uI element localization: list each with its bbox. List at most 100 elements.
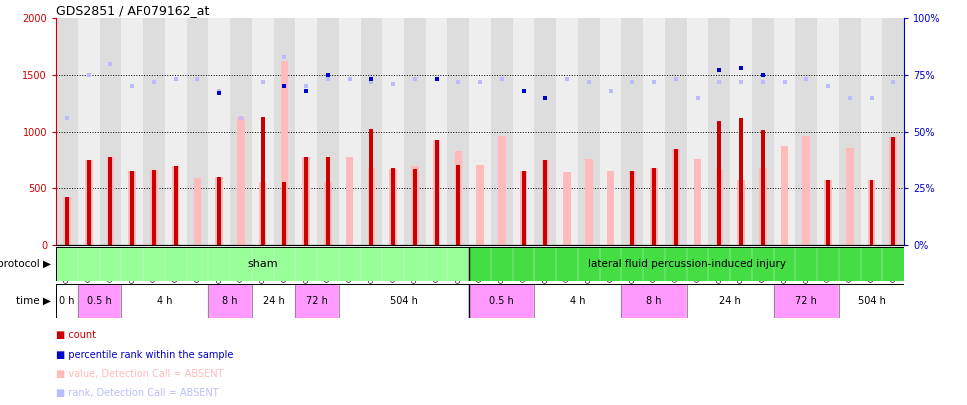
- Text: ■ value, Detection Call = ABSENT: ■ value, Detection Call = ABSENT: [56, 369, 223, 379]
- Bar: [542, 160, 549, 245]
- Bar: [338, 18, 361, 245]
- Point: [755, 72, 771, 78]
- Bar: [317, 18, 338, 245]
- Bar: [150, 170, 158, 245]
- Bar: [106, 157, 114, 245]
- Point: [842, 94, 858, 101]
- Bar: [77, 284, 121, 318]
- Bar: [392, 168, 396, 245]
- Point: [755, 79, 771, 85]
- Bar: [172, 166, 180, 245]
- Point: [733, 79, 748, 85]
- Bar: [295, 284, 338, 318]
- Bar: [85, 160, 93, 245]
- Bar: [425, 18, 448, 245]
- Bar: [305, 157, 308, 245]
- Bar: [237, 117, 245, 245]
- Bar: [665, 18, 687, 245]
- Bar: [564, 172, 571, 245]
- Bar: [600, 18, 622, 245]
- Point: [277, 83, 292, 90]
- Bar: [404, 18, 425, 245]
- Point: [364, 79, 379, 85]
- Bar: [143, 18, 164, 245]
- Bar: [56, 18, 77, 245]
- Point: [59, 115, 74, 121]
- Point: [515, 87, 531, 94]
- Text: 72 h: 72 h: [307, 296, 328, 306]
- Bar: [56, 247, 469, 281]
- Bar: [869, 180, 873, 245]
- Bar: [274, 18, 295, 245]
- Text: ■ percentile rank within the sample: ■ percentile rank within the sample: [56, 350, 233, 360]
- Point: [386, 81, 401, 87]
- Bar: [796, 18, 817, 245]
- Bar: [718, 122, 721, 245]
- Bar: [208, 18, 230, 245]
- Bar: [174, 166, 178, 245]
- Bar: [361, 18, 382, 245]
- Bar: [326, 157, 330, 245]
- Bar: [121, 18, 143, 245]
- Bar: [543, 160, 547, 245]
- Bar: [261, 117, 265, 245]
- Bar: [824, 180, 832, 245]
- Text: 4 h: 4 h: [571, 296, 586, 306]
- Point: [515, 87, 531, 94]
- Bar: [861, 18, 883, 245]
- Bar: [521, 171, 525, 245]
- Point: [320, 76, 336, 83]
- Bar: [469, 284, 535, 318]
- Bar: [622, 284, 687, 318]
- Bar: [761, 130, 765, 245]
- Bar: [578, 18, 600, 245]
- Bar: [643, 18, 665, 245]
- Bar: [382, 18, 404, 245]
- Point: [799, 76, 814, 83]
- Point: [125, 83, 140, 90]
- Bar: [839, 18, 861, 245]
- Bar: [216, 177, 223, 245]
- Bar: [650, 168, 658, 245]
- Bar: [280, 61, 288, 245]
- Text: 0 h: 0 h: [59, 296, 74, 306]
- Text: lateral fluid percussion-induced injury: lateral fluid percussion-induced injury: [588, 259, 786, 269]
- Bar: [652, 168, 656, 245]
- Bar: [839, 284, 904, 318]
- Text: 72 h: 72 h: [795, 296, 817, 306]
- Text: GDS2851 / AF079162_at: GDS2851 / AF079162_at: [56, 4, 210, 17]
- Point: [538, 94, 553, 101]
- Point: [494, 76, 510, 83]
- Point: [299, 87, 314, 94]
- Bar: [346, 157, 354, 245]
- Bar: [846, 147, 854, 245]
- Bar: [498, 136, 506, 245]
- Bar: [454, 151, 462, 245]
- Bar: [477, 164, 484, 245]
- Bar: [435, 140, 439, 245]
- Bar: [556, 18, 578, 245]
- Bar: [369, 129, 373, 245]
- Bar: [774, 18, 796, 245]
- Bar: [100, 18, 121, 245]
- Bar: [739, 118, 743, 245]
- Text: ■ rank, Detection Call = ABSENT: ■ rank, Detection Call = ABSENT: [56, 388, 219, 399]
- Point: [233, 115, 249, 121]
- Bar: [259, 181, 267, 245]
- Bar: [535, 18, 556, 245]
- Text: 24 h: 24 h: [719, 296, 741, 306]
- Point: [864, 94, 879, 101]
- Bar: [282, 181, 286, 245]
- Bar: [606, 171, 614, 245]
- Bar: [164, 18, 187, 245]
- Text: time ▶: time ▶: [16, 296, 51, 306]
- Point: [473, 79, 488, 85]
- Bar: [674, 149, 678, 245]
- Bar: [469, 18, 491, 245]
- Point: [212, 90, 227, 96]
- Bar: [129, 171, 136, 245]
- Bar: [803, 136, 810, 245]
- Bar: [883, 18, 904, 245]
- Point: [299, 83, 314, 90]
- Bar: [892, 137, 895, 245]
